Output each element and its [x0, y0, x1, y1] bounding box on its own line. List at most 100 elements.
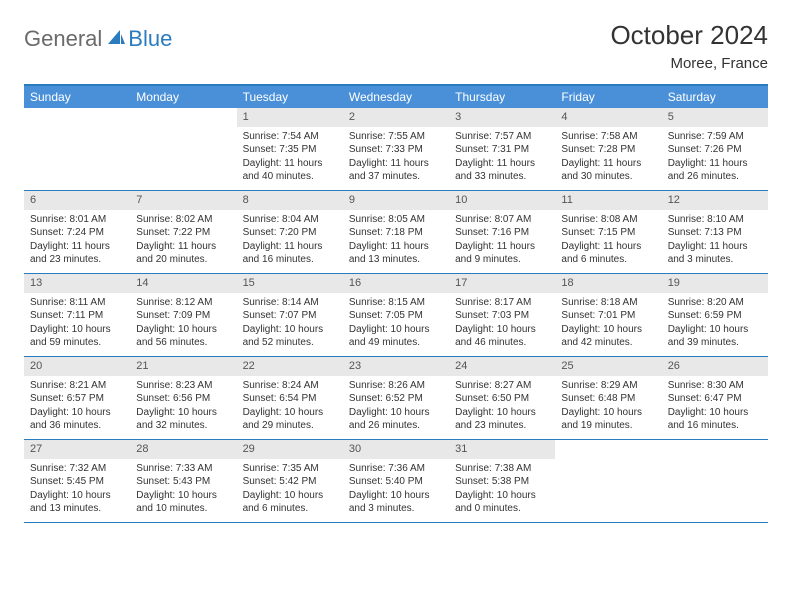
sun-info-line: Daylight: 10 hours and 52 minutes.: [243, 323, 337, 350]
day-number: 16: [343, 274, 449, 293]
sun-info-line: Sunrise: 8:12 AM: [136, 296, 230, 310]
day-header-cell: Thursday: [449, 86, 555, 108]
sun-info-line: Daylight: 11 hours and 13 minutes.: [349, 240, 443, 267]
sun-info-line: Sunrise: 8:14 AM: [243, 296, 337, 310]
sun-info-line: Sunrise: 7:35 AM: [243, 462, 337, 476]
week-row: 13Sunrise: 8:11 AMSunset: 7:11 PMDayligh…: [24, 274, 768, 357]
sun-info-line: Sunrise: 8:08 AM: [561, 213, 655, 227]
sun-info-line: Sunrise: 8:23 AM: [136, 379, 230, 393]
day-body: Sunrise: 8:11 AMSunset: 7:11 PMDaylight:…: [24, 293, 130, 356]
sun-info-line: Sunset: 5:45 PM: [30, 475, 124, 489]
day-number: 8: [237, 191, 343, 210]
title-block: October 2024 Moree, France: [610, 20, 768, 72]
sun-info-line: Daylight: 10 hours and 36 minutes.: [30, 406, 124, 433]
sun-info-line: Sunrise: 8:30 AM: [668, 379, 762, 393]
day-number: 10: [449, 191, 555, 210]
sun-info-line: Sunrise: 7:38 AM: [455, 462, 549, 476]
day-body: Sunrise: 8:02 AMSunset: 7:22 PMDaylight:…: [130, 210, 236, 273]
day-number: 4: [555, 108, 661, 127]
day-body: Sunrise: 7:57 AMSunset: 7:31 PMDaylight:…: [449, 127, 555, 190]
sun-info-line: Sunrise: 8:29 AM: [561, 379, 655, 393]
calendar-cell: 12Sunrise: 8:10 AMSunset: 7:13 PMDayligh…: [662, 191, 768, 273]
sun-info-line: Sunrise: 8:24 AM: [243, 379, 337, 393]
sun-info-line: Daylight: 10 hours and 23 minutes.: [455, 406, 549, 433]
calendar-cell: 19Sunrise: 8:20 AMSunset: 6:59 PMDayligh…: [662, 274, 768, 356]
day-number: 22: [237, 357, 343, 376]
sun-info-line: Sunrise: 8:27 AM: [455, 379, 549, 393]
sun-info-line: Sunset: 7:05 PM: [349, 309, 443, 323]
sun-info-line: Sunset: 7:11 PM: [30, 309, 124, 323]
calendar-cell: 21Sunrise: 8:23 AMSunset: 6:56 PMDayligh…: [130, 357, 236, 439]
logo-text-general: General: [24, 26, 102, 52]
sun-info-line: Daylight: 10 hours and 19 minutes.: [561, 406, 655, 433]
calendar-cell: 10Sunrise: 8:07 AMSunset: 7:16 PMDayligh…: [449, 191, 555, 273]
day-body: Sunrise: 7:33 AMSunset: 5:43 PMDaylight:…: [130, 459, 236, 522]
sun-info-line: Sunrise: 8:20 AM: [668, 296, 762, 310]
sun-info-line: Sunset: 7:03 PM: [455, 309, 549, 323]
sun-info-line: Sunset: 6:59 PM: [668, 309, 762, 323]
sun-info-line: Daylight: 11 hours and 33 minutes.: [455, 157, 549, 184]
calendar: SundayMondayTuesdayWednesdayThursdayFrid…: [24, 84, 768, 523]
day-body: Sunrise: 8:26 AMSunset: 6:52 PMDaylight:…: [343, 376, 449, 439]
day-header-cell: Saturday: [662, 86, 768, 108]
sun-info-line: Daylight: 11 hours and 30 minutes.: [561, 157, 655, 184]
sun-info-line: Sunset: 7:20 PM: [243, 226, 337, 240]
calendar-cell: 18Sunrise: 8:18 AMSunset: 7:01 PMDayligh…: [555, 274, 661, 356]
sun-info-line: Sunset: 7:13 PM: [668, 226, 762, 240]
day-header-cell: Sunday: [24, 86, 130, 108]
sun-info-line: Sunset: 7:01 PM: [561, 309, 655, 323]
day-number: 2: [343, 108, 449, 127]
sun-info-line: Sunset: 6:48 PM: [561, 392, 655, 406]
day-body: Sunrise: 7:55 AMSunset: 7:33 PMDaylight:…: [343, 127, 449, 190]
sun-info-line: Daylight: 10 hours and 39 minutes.: [668, 323, 762, 350]
sun-info-line: Sunset: 7:07 PM: [243, 309, 337, 323]
sun-info-line: Daylight: 10 hours and 29 minutes.: [243, 406, 337, 433]
day-header-row: SundayMondayTuesdayWednesdayThursdayFrid…: [24, 86, 768, 108]
sun-info-line: Sunrise: 8:01 AM: [30, 213, 124, 227]
day-number: 28: [130, 440, 236, 459]
sun-info-line: Sunrise: 7:57 AM: [455, 130, 549, 144]
calendar-cell: 8Sunrise: 8:04 AMSunset: 7:20 PMDaylight…: [237, 191, 343, 273]
sun-info-line: Daylight: 10 hours and 6 minutes.: [243, 489, 337, 516]
calendar-cell: 31Sunrise: 7:38 AMSunset: 5:38 PMDayligh…: [449, 440, 555, 522]
calendar-cell: 30Sunrise: 7:36 AMSunset: 5:40 PMDayligh…: [343, 440, 449, 522]
sun-info-line: Daylight: 11 hours and 20 minutes.: [136, 240, 230, 267]
day-number: 19: [662, 274, 768, 293]
sun-info-line: Sunset: 7:33 PM: [349, 143, 443, 157]
day-body: [662, 459, 768, 468]
sun-info-line: Sunset: 7:22 PM: [136, 226, 230, 240]
sun-info-line: Sunset: 7:35 PM: [243, 143, 337, 157]
calendar-cell: 22 Sunrise: 8:24 AMSunset: 6:54 PMDayligh…: [237, 357, 343, 439]
day-number: 7: [130, 191, 236, 210]
week-row: 1Sunrise: 7:54 AMSunset: 7:35 PMDaylight…: [24, 108, 768, 191]
sun-info-line: Daylight: 10 hours and 26 minutes.: [349, 406, 443, 433]
calendar-cell: 20Sunrise: 8:21 AMSunset: 6:57 PMDayligh…: [24, 357, 130, 439]
day-number: 31: [449, 440, 555, 459]
sun-info-line: Daylight: 10 hours and 13 minutes.: [30, 489, 124, 516]
day-body: Sunrise: 8:14 AMSunset: 7:07 PMDaylight:…: [237, 293, 343, 356]
calendar-cell: 17Sunrise: 8:17 AMSunset: 7:03 PMDayligh…: [449, 274, 555, 356]
calendar-cell: 5Sunrise: 7:59 AMSunset: 7:26 PMDaylight…: [662, 108, 768, 190]
day-header-cell: Friday: [555, 86, 661, 108]
calendar-cell: 3Sunrise: 7:57 AMSunset: 7:31 PMDaylight…: [449, 108, 555, 190]
day-number: 5: [662, 108, 768, 127]
calendar-cell: [662, 440, 768, 522]
day-body: [24, 127, 130, 136]
calendar-cell: 23Sunrise: 8:26 AMSunset: 6:52 PMDayligh…: [343, 357, 449, 439]
day-number: [24, 108, 130, 127]
sun-info-line: Daylight: 11 hours and 23 minutes.: [30, 240, 124, 267]
sun-info-line: Daylight: 10 hours and 56 minutes.: [136, 323, 230, 350]
sun-info-line: Sunrise: 8:15 AM: [349, 296, 443, 310]
sun-info-line: Sunrise: 7:54 AM: [243, 130, 337, 144]
sun-info-line: Sunrise: 8:21 AM: [30, 379, 124, 393]
sun-info-line: Sunset: 6:54 PM: [243, 392, 337, 406]
sun-info-line: Daylight: 11 hours and 37 minutes.: [349, 157, 443, 184]
day-body: Sunrise: 8:27 AMSunset: 6:50 PMDaylight:…: [449, 376, 555, 439]
sun-info-line: Sunrise: 8:10 AM: [668, 213, 762, 227]
day-body: Sunrise: 8:20 AMSunset: 6:59 PMDaylight:…: [662, 293, 768, 356]
sun-info-line: Sunrise: 8:18 AM: [561, 296, 655, 310]
header: General Blue October 2024 Moree, France: [24, 20, 768, 72]
day-body: Sunrise: 8:01 AMSunset: 7:24 PMDaylight:…: [24, 210, 130, 273]
day-number: 13: [24, 274, 130, 293]
day-body: [130, 127, 236, 136]
